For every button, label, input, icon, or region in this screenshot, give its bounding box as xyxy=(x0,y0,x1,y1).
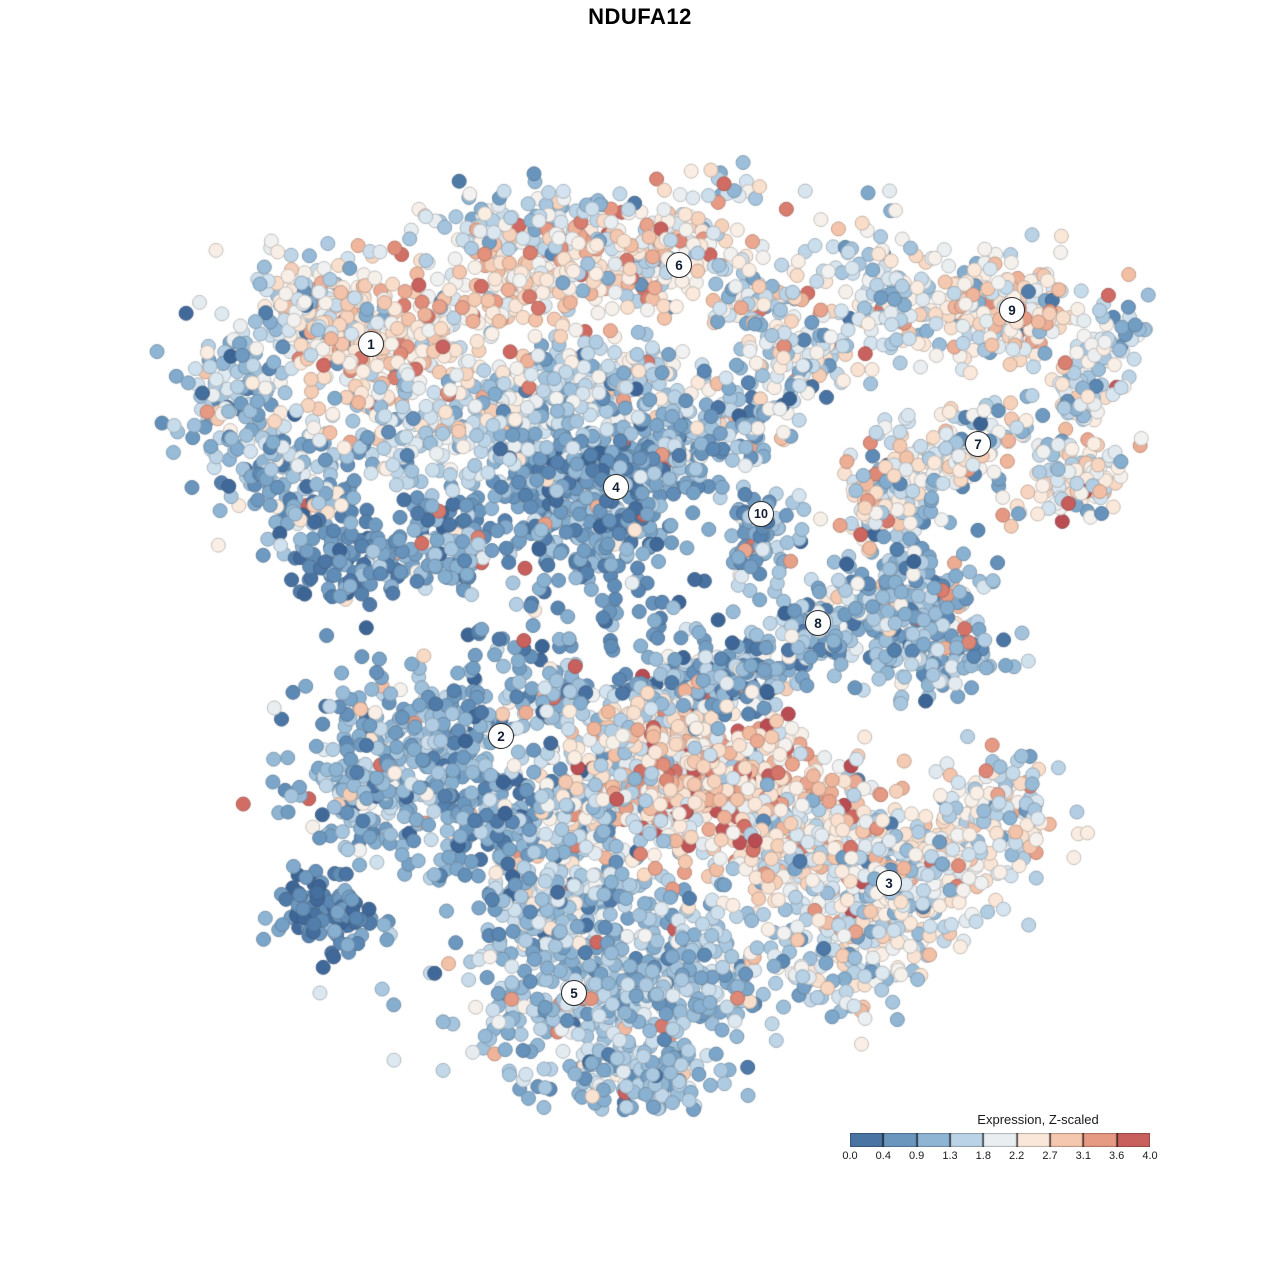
legend-tick-labels: 0.0 0.4 0.9 1.3 1.8 2.2 2.7 3.1 3.6 4.0 xyxy=(842,1150,1157,1164)
legend-tick-label: 1.8 xyxy=(975,1150,991,1162)
legend-tick-label: 2.7 xyxy=(1042,1150,1058,1162)
legend-tick-label: 0.9 xyxy=(909,1150,925,1162)
legend-tick-label: 4.0 xyxy=(1142,1150,1158,1162)
legend-tick-label: 3.6 xyxy=(1109,1150,1125,1162)
expression-legend: Expression, Z-scaled 0.0 0.4 0.9 1.3 1.8 2.2 2… xyxy=(842,1112,1157,1164)
legend-tick-label: 0.0 xyxy=(842,1150,858,1162)
legend-tick-label: 3.1 xyxy=(1075,1150,1091,1162)
legend-colorbar xyxy=(850,1133,1150,1147)
legend-tick-label: 2.2 xyxy=(1009,1150,1025,1162)
legend-tick-label: 1.3 xyxy=(942,1150,958,1162)
legend-title: Expression, Z-scaled xyxy=(977,1112,1099,1127)
legend-tick-label: 0.4 xyxy=(875,1150,891,1162)
